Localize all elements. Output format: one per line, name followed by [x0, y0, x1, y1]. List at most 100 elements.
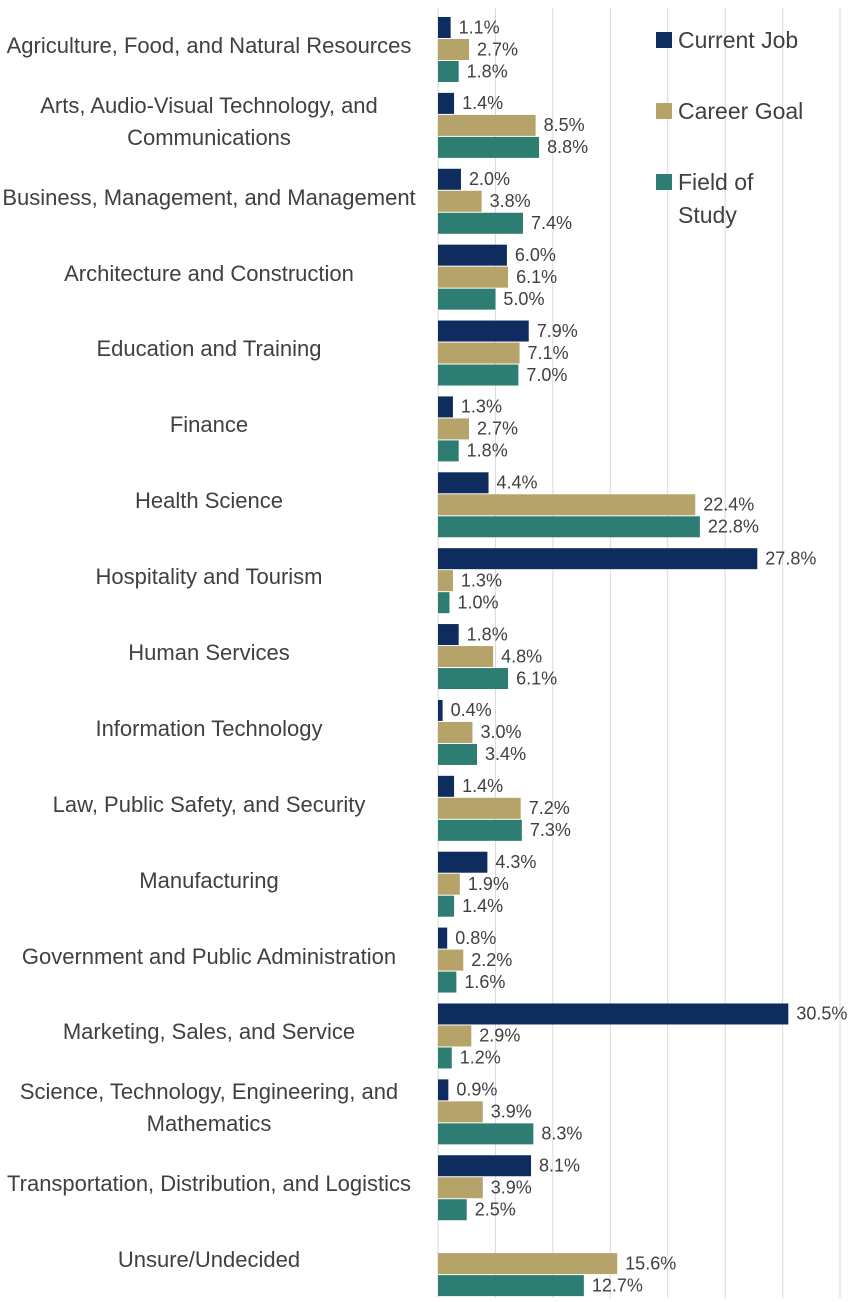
bar — [438, 17, 451, 38]
category-label: Education and Training — [96, 336, 322, 362]
value-label: 12.7% — [592, 1275, 643, 1295]
bar — [438, 699, 443, 721]
bar — [438, 668, 509, 690]
value-label: 4.8% — [501, 646, 542, 666]
value-label: 1.8% — [467, 624, 508, 644]
bar — [438, 775, 455, 797]
category-label: Architecture and Construction — [64, 260, 354, 286]
bar — [438, 1253, 618, 1275]
bar — [438, 288, 496, 310]
legend-label: Current Job — [678, 27, 799, 53]
bar — [438, 168, 461, 190]
bar — [438, 320, 529, 342]
bar — [438, 721, 473, 743]
value-label: 1.3% — [461, 397, 502, 417]
bar — [438, 646, 494, 668]
category-label: Health Science — [135, 488, 283, 514]
bar — [438, 61, 459, 82]
bar — [438, 1177, 483, 1199]
category-label: Government and Public Administration — [21, 943, 397, 969]
bar — [438, 927, 448, 949]
value-label: 4.4% — [497, 473, 538, 493]
bar — [438, 971, 457, 993]
bar — [438, 873, 460, 895]
bar — [438, 39, 470, 60]
value-label: 1.4% — [462, 896, 503, 916]
value-label: 22.4% — [703, 495, 754, 515]
value-label: 1.1% — [459, 17, 500, 37]
value-label: 6.1% — [516, 267, 557, 287]
value-label: 2.0% — [469, 169, 510, 189]
bar — [438, 1003, 789, 1025]
value-label: 15.6% — [625, 1253, 676, 1273]
value-label: 8.1% — [539, 1155, 580, 1175]
value-label: 1.3% — [461, 570, 502, 590]
value-label: 3.9% — [491, 1177, 532, 1197]
legend-label: Field of Study — [678, 169, 754, 228]
bar — [438, 212, 523, 234]
value-label: 7.4% — [531, 213, 572, 233]
bar — [438, 190, 482, 212]
bar — [438, 1199, 467, 1221]
value-label: 2.9% — [479, 1026, 520, 1046]
legend-label: Career Goal — [678, 98, 804, 124]
value-label: 1.4% — [462, 776, 503, 796]
value-label: 7.2% — [529, 798, 570, 818]
bar — [438, 743, 478, 765]
bar — [438, 1101, 483, 1123]
value-label: 8.8% — [547, 137, 588, 157]
bar — [438, 851, 488, 873]
bar — [438, 342, 520, 364]
bar — [438, 494, 696, 516]
value-label: 1.6% — [464, 972, 505, 992]
bar — [438, 1025, 472, 1047]
value-label: 8.5% — [544, 115, 585, 135]
category-label: Arts, Audio-Visual Technology, and Commu… — [40, 92, 378, 150]
value-label: 2.2% — [471, 950, 512, 970]
value-label: 1.4% — [462, 93, 503, 113]
category-label: Manufacturing — [139, 867, 279, 893]
value-label: 22.8% — [708, 517, 759, 537]
category-label: Law, Public Safety, and Security — [52, 791, 366, 817]
value-label: 7.0% — [526, 365, 567, 385]
bar — [438, 440, 459, 462]
value-label: 1.9% — [468, 874, 509, 894]
bar — [438, 516, 700, 538]
category-label: Human Services — [128, 640, 290, 665]
category-label: Science, Technology, Engineering, and Ma… — [19, 1079, 399, 1137]
category-label: Finance — [169, 412, 249, 438]
value-label: 7.1% — [528, 343, 569, 363]
bar — [438, 895, 455, 917]
value-label: 0.8% — [455, 928, 496, 948]
category-label: Unsure/Undecided — [117, 1247, 301, 1273]
value-label: 7.9% — [537, 321, 578, 341]
bar — [438, 570, 453, 592]
bar — [438, 1047, 452, 1069]
value-label: 5.0% — [503, 289, 544, 309]
category-label: Business, Management, and Management — [2, 184, 416, 210]
bar — [438, 624, 459, 646]
category-label: Marketing, Sales, and Service — [62, 1019, 356, 1045]
value-label: 8.3% — [541, 1124, 582, 1144]
category-label: Agriculture, Food, and Natural Resources — [6, 32, 412, 58]
bar — [438, 418, 470, 440]
value-label: 1.8% — [467, 441, 508, 461]
bar — [438, 136, 540, 158]
value-label: 3.8% — [490, 191, 531, 211]
bar — [438, 266, 509, 288]
bar — [438, 1275, 584, 1297]
value-label: 4.3% — [495, 852, 536, 872]
bar — [438, 1079, 449, 1101]
bar — [438, 1123, 534, 1145]
value-label: 1.0% — [457, 592, 498, 612]
bar — [438, 1155, 532, 1177]
bar — [438, 114, 536, 136]
value-label: 27.8% — [765, 548, 816, 568]
value-label: 1.8% — [467, 61, 508, 81]
legend-swatch — [656, 103, 672, 119]
value-label: 30.5% — [796, 1004, 847, 1024]
value-label: 0.4% — [451, 700, 492, 720]
bar — [438, 949, 464, 971]
